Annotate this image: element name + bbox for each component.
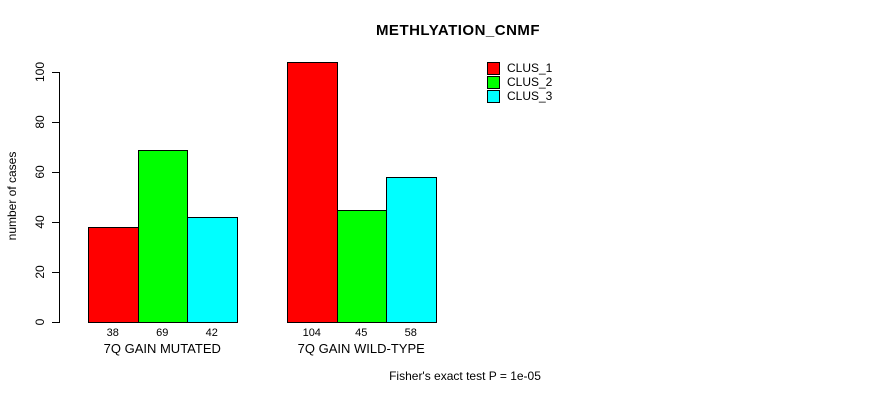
legend-item: CLUS_3 (487, 90, 552, 103)
y-axis-tick-label: 80 (33, 115, 47, 129)
y-axis-tick-label: 100 (33, 61, 47, 83)
legend-label: CLUS_1 (507, 61, 553, 75)
y-axis-tick-label: 0 (33, 318, 47, 326)
x-axis-category-label: 7Q GAIN MUTATED (103, 341, 221, 356)
chart-title: METHLYATION_CNMF (375, 22, 541, 39)
legend-swatch-clus_2 (487, 76, 500, 89)
bar-clus_2-group2 (336, 209, 387, 323)
bar-clus_1-group1 (88, 227, 139, 323)
y-axis-tick (52, 172, 59, 173)
bar-clus_3-group2 (386, 177, 437, 323)
bar-value-label: 45 (355, 327, 368, 339)
y-axis-line (59, 72, 60, 323)
legend-swatch-clus_3 (487, 90, 500, 103)
legend-item: CLUS_1 (487, 62, 552, 75)
fisher-test-annotation: Fisher's exact test P = 1e-05 (389, 369, 541, 383)
y-axis-tick-label: 20 (33, 265, 47, 279)
legend-item: CLUS_2 (487, 76, 552, 89)
y-axis-tick (52, 72, 59, 73)
y-axis-tick (52, 322, 59, 323)
bar-value-label: 42 (205, 327, 218, 339)
bar-clus_1-group2 (287, 62, 338, 323)
bar-clus_2-group1 (137, 149, 188, 323)
legend: CLUS_1 CLUS_2 CLUS_3 (487, 62, 552, 104)
x-axis-category-label: 7Q GAIN WILD-TYPE (297, 341, 425, 356)
bar-value-label: 104 (302, 327, 321, 339)
y-axis-tick-label: 40 (33, 215, 47, 229)
y-axis-tick-label: 60 (33, 165, 47, 179)
y-axis-tick (52, 272, 59, 273)
y-axis-tick (52, 222, 59, 223)
bar-value-label: 38 (106, 327, 119, 339)
bar-value-label: 69 (156, 327, 169, 339)
bar-value-label: 58 (404, 327, 417, 339)
legend-label: CLUS_3 (507, 89, 553, 103)
y-axis-tick (52, 122, 59, 123)
legend-swatch-clus_1 (487, 62, 500, 75)
legend-label: CLUS_2 (507, 75, 553, 89)
bar-clus_3-group1 (187, 217, 238, 323)
